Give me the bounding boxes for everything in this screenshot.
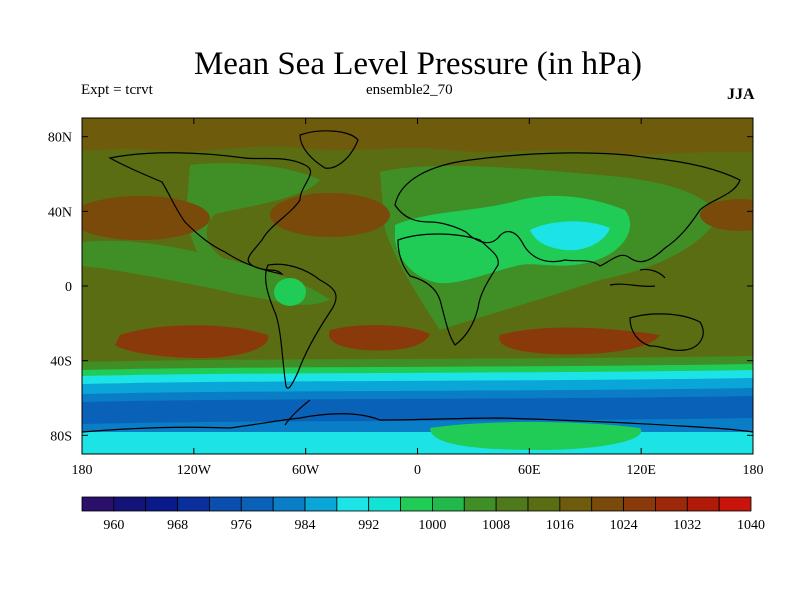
coastline-south-america xyxy=(264,263,337,389)
chart-title: Mean Sea Level Pressure (in hPa) xyxy=(193,46,643,82)
x-tick-label: 0 xyxy=(414,463,421,478)
colorbar-swatch xyxy=(336,496,370,512)
region-azores-high xyxy=(270,193,390,237)
region-africa-asia-low xyxy=(395,195,631,284)
region-asian-monsoon-low xyxy=(530,221,610,251)
region-amazon-low xyxy=(274,278,306,306)
colorbar-swatch xyxy=(432,496,465,512)
colorbar-swatch xyxy=(209,496,242,512)
map-field xyxy=(82,118,753,454)
region-antarctic-interior xyxy=(430,422,642,450)
colorbar-swatch xyxy=(177,496,210,512)
x-tick-label: 120W xyxy=(177,463,212,478)
region-indian-ocean-high xyxy=(499,327,660,355)
region-north-pacific-high-east xyxy=(700,199,753,231)
colorbar-label: 976 xyxy=(231,518,252,533)
coastline-antarctic-peninsula xyxy=(284,399,311,426)
experiment-label: Expt = tcrvt xyxy=(81,82,153,98)
colorbar-swatch xyxy=(495,496,529,512)
coastline-antarctica xyxy=(82,413,753,433)
coastline-indonesia xyxy=(609,268,666,288)
region-south-atlantic-high xyxy=(329,325,430,351)
colorbar-swatch xyxy=(240,496,274,512)
x-tick-label: 180 xyxy=(72,463,93,478)
colorbar-label: 1040 xyxy=(737,518,765,533)
y-tick-label: 80S xyxy=(50,429,72,444)
colorbar-swatch xyxy=(368,496,401,512)
colorbar-swatch xyxy=(113,496,147,512)
colorbar-swatch xyxy=(559,496,593,512)
colorbar-label: 1024 xyxy=(610,518,638,533)
coastline-north-america xyxy=(108,152,312,275)
colorbar-swatch xyxy=(623,496,656,512)
colorbar-label: 984 xyxy=(295,518,316,533)
colorbar-swatch xyxy=(145,496,178,512)
x-tick-label: 120E xyxy=(626,463,656,478)
colorbar-swatch xyxy=(655,496,688,512)
coastlines xyxy=(82,130,753,433)
region-north-pacific-high xyxy=(82,196,210,240)
colorbar-swatch xyxy=(718,496,752,512)
ensemble-label: ensemble2_70 xyxy=(366,82,453,98)
colorbar-label: 1032 xyxy=(673,518,701,533)
colorbar-swatch xyxy=(686,496,720,512)
x-tick-label: 180 xyxy=(743,463,764,478)
colorbar-label: 1016 xyxy=(546,518,574,533)
y-axis: 80N 40N 0 40S 80S xyxy=(48,131,753,444)
colorbar-label: 1000 xyxy=(418,518,446,533)
colorbar: 960 968 976 984 992 1000 1008 1016 1024 1032 1040 xyxy=(81,496,765,533)
y-tick-label: 0 xyxy=(65,280,72,295)
colorbar-label: 960 xyxy=(103,518,124,533)
colorbar-swatch xyxy=(591,496,624,512)
colorbar-swatch xyxy=(81,496,115,512)
coastline-australia xyxy=(629,313,704,351)
colorbar-label: 992 xyxy=(358,518,379,533)
region-south-pacific-high xyxy=(115,325,269,358)
colorbar-swatch xyxy=(272,496,306,512)
colorbar-swatch xyxy=(304,496,338,512)
season-label: JJA xyxy=(727,86,755,103)
x-tick-label: 60E xyxy=(518,463,541,478)
coastline-greenland xyxy=(299,130,359,169)
region-east-pacific-green xyxy=(82,240,330,302)
colorbar-label: 1008 xyxy=(482,518,510,533)
coastline-africa xyxy=(397,233,499,346)
y-tick-label: 40N xyxy=(48,205,72,220)
y-tick-label: 40S xyxy=(50,355,72,370)
colorbar-label: 968 xyxy=(167,518,188,533)
colorbar-swatch xyxy=(400,496,433,512)
y-tick-label: 80N xyxy=(48,131,72,146)
colorbar-swatch xyxy=(527,496,561,512)
x-axis: 180 120W 60W 0 60E 120E 180 xyxy=(72,118,764,478)
colorbar-swatch xyxy=(463,496,497,512)
x-tick-label: 60W xyxy=(292,463,320,478)
region-southern-ocean-belt xyxy=(82,396,753,426)
region-arctic-high xyxy=(82,118,753,155)
